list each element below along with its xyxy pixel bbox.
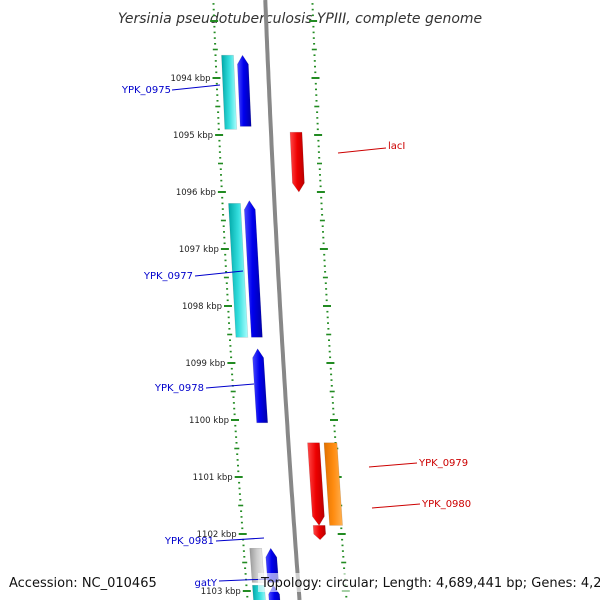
backbone bbox=[263, 0, 302, 600]
cds-forward[interactable] bbox=[252, 348, 269, 424]
gene-label-left[interactable]: YPK_0975 bbox=[121, 85, 171, 96]
map-title: Yersinia pseudotuberculosis YPIII, compl… bbox=[118, 11, 482, 27]
label-connector bbox=[215, 537, 265, 542]
cds-forward-secondary[interactable] bbox=[221, 54, 238, 130]
footer: Accession: NC_010465 Topology: circular;… bbox=[9, 573, 600, 592]
kbp-label: 1100 kbp bbox=[189, 416, 229, 426]
gene-label-left[interactable]: YPK_0977 bbox=[143, 271, 193, 282]
kbp-label: 1101 kbp bbox=[193, 473, 233, 483]
gene-label-right[interactable]: YPK_0979 bbox=[418, 458, 468, 469]
gene-label-left[interactable]: YPK_0981 bbox=[164, 536, 214, 547]
label-connector bbox=[194, 270, 244, 277]
kbp-label: 1097 kbp bbox=[179, 245, 219, 255]
kbp-label: 1102 kbp bbox=[197, 530, 237, 540]
kbp-labels: 1094 kbp 1095 kbp 1096 kbp 1097 kbp 1098… bbox=[170, 74, 240, 597]
topology-summary-text: Topology: circular; Length: 4,689,441 bp… bbox=[260, 576, 600, 591]
cds-forward[interactable] bbox=[237, 54, 252, 127]
accession-text: Accession: NC_010465 bbox=[9, 576, 157, 591]
label-connector bbox=[368, 462, 418, 468]
label-connector bbox=[171, 84, 221, 91]
gene-label-left[interactable]: gatY bbox=[194, 578, 217, 589]
kbp-label: 1094 kbp bbox=[170, 74, 210, 84]
label-connector bbox=[371, 503, 421, 509]
ticks-inner bbox=[210, 3, 251, 598]
kbp-label: 1103 kbp bbox=[201, 587, 241, 597]
cds-reverse-secondary[interactable] bbox=[323, 442, 343, 526]
label-connector bbox=[337, 147, 387, 154]
kbp-label: 1095 kbp bbox=[173, 131, 213, 141]
gene-label-right[interactable]: YPK_0980 bbox=[421, 499, 471, 510]
kbp-label: 1099 kbp bbox=[185, 359, 225, 369]
label-connector bbox=[205, 383, 255, 389]
gene-label-right[interactable]: lacI bbox=[388, 141, 405, 152]
cds-forward[interactable] bbox=[243, 200, 263, 338]
left-gene-labels: YPK_0975 YPK_0977 YPK_0978 YPK_0981 gatY bbox=[121, 84, 269, 589]
ticks-outer bbox=[309, 3, 350, 598]
kbp-label: 1098 kbp bbox=[182, 302, 222, 312]
right-gene-labels: lacI YPK_0979 YPK_0980 bbox=[337, 141, 471, 510]
summary-backdrop bbox=[258, 573, 593, 592]
gene-label-left[interactable]: YPK_0978 bbox=[154, 383, 204, 394]
cds-reverse[interactable] bbox=[307, 442, 325, 526]
cds-reverse[interactable] bbox=[289, 131, 305, 193]
cds-forward-secondary[interactable] bbox=[228, 203, 249, 338]
cds-reverse[interactable] bbox=[312, 525, 327, 541]
kbp-label: 1096 kbp bbox=[176, 188, 216, 198]
